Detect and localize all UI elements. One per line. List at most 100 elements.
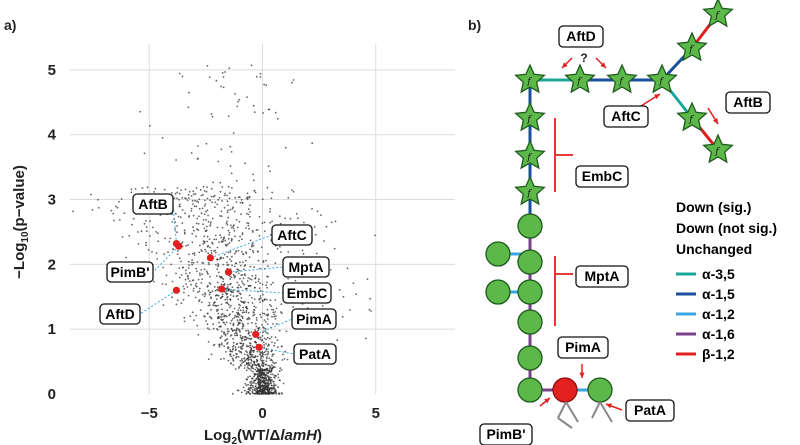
data-point	[194, 296, 197, 299]
data-point	[248, 337, 251, 340]
data-point	[228, 314, 230, 317]
data-point	[260, 356, 263, 358]
label-box	[293, 343, 337, 365]
data-point	[147, 249, 150, 251]
data-point	[221, 308, 223, 311]
data-point	[269, 337, 271, 340]
data-point	[195, 187, 198, 189]
point-label: MptA	[289, 259, 324, 275]
data-point	[249, 248, 252, 251]
data-point	[247, 322, 249, 325]
data-point	[185, 244, 187, 247]
data-point	[245, 392, 248, 395]
data-point	[228, 192, 231, 195]
data-point	[241, 317, 244, 320]
data-point	[245, 330, 247, 332]
data-point	[219, 297, 222, 300]
data-point	[252, 251, 255, 254]
data-point	[274, 384, 277, 387]
data-point	[258, 371, 261, 373]
data-point	[271, 341, 273, 343]
data-point	[284, 217, 287, 220]
data-point	[271, 368, 273, 370]
data-point	[216, 226, 219, 229]
data-point	[222, 257, 225, 259]
data-point	[251, 245, 253, 248]
data-point	[118, 200, 120, 203]
data-point	[225, 244, 228, 247]
data-point	[274, 342, 276, 344]
data-point	[258, 326, 261, 329]
data-point	[281, 393, 283, 395]
data-point	[203, 213, 206, 216]
data-point	[205, 190, 208, 193]
data-point	[255, 319, 258, 321]
data-point	[224, 339, 227, 342]
data-point	[314, 233, 317, 236]
data-point	[246, 196, 249, 199]
data-point	[242, 386, 245, 389]
data-point	[216, 328, 219, 331]
data-point	[341, 315, 344, 318]
data-point	[185, 269, 187, 272]
data-point	[260, 246, 263, 249]
data-point	[208, 238, 211, 241]
data-point	[257, 392, 260, 394]
data-point	[227, 185, 230, 188]
data-point	[215, 275, 218, 277]
data-point	[261, 324, 263, 326]
data-point	[204, 203, 207, 206]
data-point	[220, 276, 223, 278]
data-point	[212, 181, 215, 184]
data-point	[191, 259, 194, 261]
data-point	[229, 275, 231, 278]
data-point	[273, 313, 276, 316]
data-point	[259, 301, 261, 304]
sugar-letter: f	[688, 115, 694, 125]
data-point	[263, 298, 266, 301]
data-point	[231, 392, 234, 395]
data-point	[207, 289, 210, 292]
data-point	[229, 251, 232, 253]
legend-down-sig: Down (sig.)	[676, 199, 751, 215]
data-point	[234, 332, 236, 335]
data-point	[224, 298, 227, 301]
data-point	[231, 264, 234, 267]
data-point	[231, 255, 233, 258]
data-point	[255, 306, 257, 309]
data-point	[223, 236, 226, 239]
data-point	[207, 252, 210, 255]
data-point	[260, 351, 263, 354]
data-point	[273, 315, 275, 318]
arabinose-star	[514, 63, 546, 94]
data-point	[235, 180, 238, 182]
data-point	[253, 375, 255, 378]
data-point	[137, 243, 140, 245]
data-point	[226, 341, 229, 344]
data-point	[245, 350, 248, 353]
data-point	[187, 244, 190, 247]
data-point	[205, 210, 207, 213]
data-point	[236, 290, 239, 293]
x-axis-label: Log2(WT/ΔlamH)	[204, 427, 322, 445]
data-point	[236, 105, 239, 108]
data-point	[238, 350, 240, 352]
data-point	[243, 364, 246, 367]
data-point	[251, 384, 254, 387]
data-point	[249, 239, 252, 242]
data-point	[271, 191, 274, 194]
data-point	[227, 115, 230, 118]
data-point	[259, 365, 262, 368]
data-point	[249, 356, 252, 359]
data-point	[201, 207, 204, 210]
data-point	[192, 226, 194, 229]
data-point	[262, 300, 264, 303]
x-tick-label: 0	[258, 405, 266, 422]
data-point	[221, 200, 223, 202]
sugar-residues: f f f f f f f f f f f	[485, 0, 734, 429]
data-point	[232, 295, 235, 298]
data-point	[149, 220, 152, 223]
data-point	[162, 266, 165, 269]
data-point	[245, 306, 248, 308]
data-point	[198, 299, 201, 301]
